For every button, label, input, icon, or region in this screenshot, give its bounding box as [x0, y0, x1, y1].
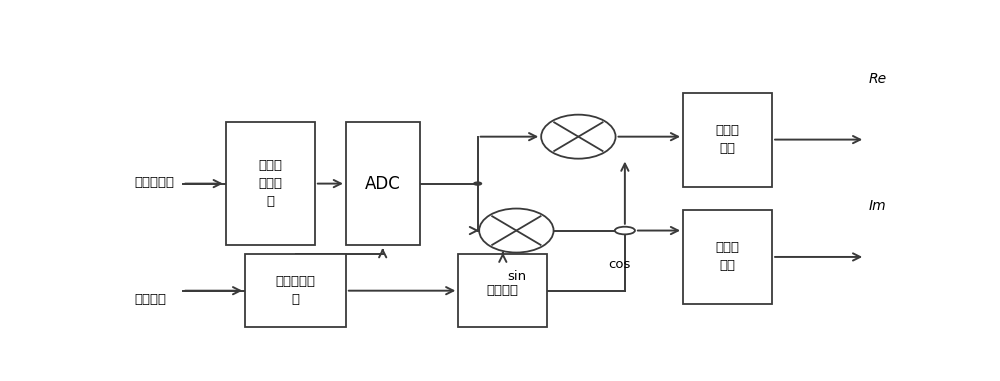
Ellipse shape [541, 115, 616, 158]
Bar [458, 254, 547, 327]
Text: Im: Im [869, 199, 887, 213]
Ellipse shape [479, 208, 554, 253]
Text: 前置模
拟滤波
器: 前置模 拟滤波 器 [258, 159, 282, 208]
Text: 低通滤
波器: 低通滤 波器 [716, 124, 740, 155]
Text: cos: cos [608, 258, 631, 271]
Bar [346, 122, 420, 245]
Circle shape [474, 182, 482, 185]
Text: 低通滤
波器: 低通滤 波器 [716, 242, 740, 272]
Text: 正交系数: 正交系数 [487, 284, 519, 297]
Bar [683, 210, 772, 304]
Text: 绝对时间: 绝对时间 [134, 293, 166, 306]
Bar [226, 122, 315, 245]
Bar [245, 254, 346, 327]
Bar [683, 93, 772, 187]
Text: 电压、电流: 电压、电流 [134, 176, 174, 189]
Text: sin: sin [507, 269, 526, 283]
Text: ADC: ADC [365, 174, 401, 193]
Text: Re: Re [869, 72, 887, 86]
Circle shape [615, 227, 635, 234]
Text: 同步采样脉
冲: 同步采样脉 冲 [276, 275, 316, 306]
